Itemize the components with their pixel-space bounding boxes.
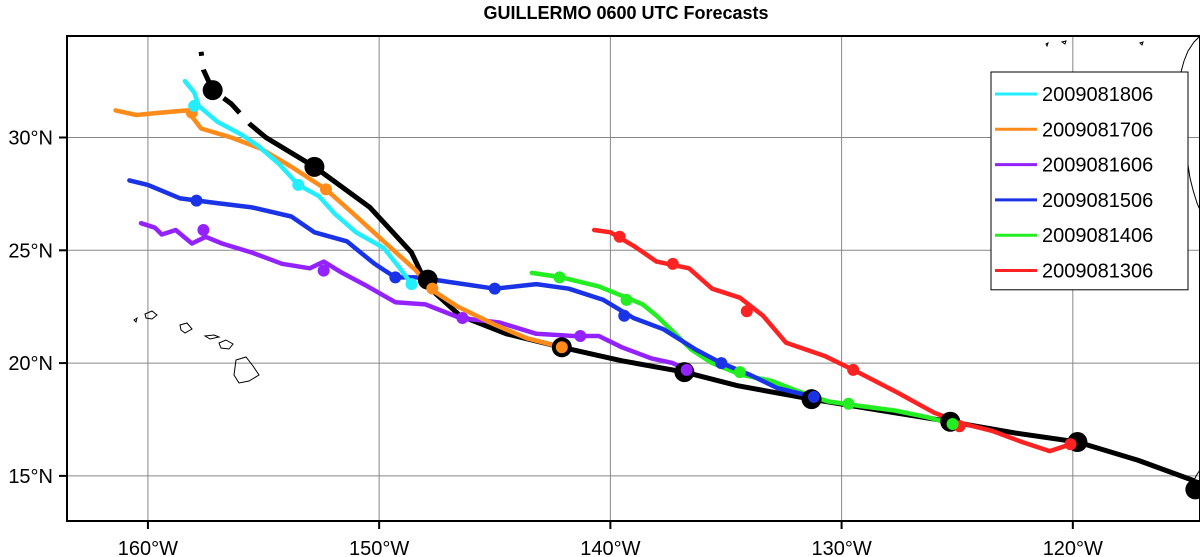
- x-tick-label: 130°W: [811, 538, 871, 557]
- observed-track-dashed: [198, 51, 268, 140]
- series-marker-2009081806: [292, 178, 305, 191]
- series-marker-2009081306: [740, 305, 753, 318]
- series-marker-2009081406: [842, 397, 855, 410]
- hawaii-island-molokai: [203, 334, 221, 340]
- x-axis: 160°W 150°W 140°W 130°W 120°W: [118, 521, 1103, 557]
- hawaii-island-oahu: [179, 322, 193, 334]
- legend-label-2009081706: 2009081706: [1042, 119, 1153, 141]
- x-tick-label: 150°W: [349, 538, 409, 557]
- series-marker-2009081806: [188, 99, 201, 112]
- series-line-2009081306: [591, 227, 1073, 454]
- observed-position-marker: [202, 80, 223, 101]
- legend: 2009081806 2009081706 2009081606 2009081506…: [990, 71, 1189, 291]
- series-marker-2009081706: [426, 282, 439, 295]
- series-marker-2009081506: [488, 282, 501, 295]
- hawaii-island-big: [233, 356, 260, 384]
- series-marker-2009081706: [319, 183, 332, 196]
- series-marker-2009081406: [946, 418, 959, 430]
- series-marker-2009081606: [574, 330, 587, 343]
- observed-position-marker: [304, 156, 325, 177]
- x-tick-label: 120°W: [1043, 538, 1103, 557]
- hawaii-island-maui: [218, 339, 234, 350]
- forecast-tracks: [113, 51, 1200, 500]
- legend-label-2009081306: 2009081306: [1042, 261, 1153, 283]
- y-tick-label: 15°N: [8, 466, 53, 488]
- series-marker-2009081606: [456, 311, 469, 324]
- x-tick-label: 160°W: [118, 538, 178, 557]
- y-tick-label: 25°N: [8, 240, 53, 262]
- series-marker-2009081406: [620, 293, 633, 306]
- series-line-2009081606: [138, 220, 689, 373]
- x-tick-label: 140°W: [580, 538, 640, 557]
- legend-label-2009081406: 2009081406: [1042, 225, 1153, 247]
- island-small-2: [1139, 41, 1144, 46]
- series-marker-2009081606: [680, 363, 693, 376]
- chart-title: GUILLERMO 0600 UTC Forecasts: [483, 3, 768, 23]
- series-marker-2009081306: [1064, 438, 1077, 451]
- legend-box: [990, 71, 1189, 291]
- plot-frame: [66, 35, 1200, 522]
- series-line-2009081506: [127, 178, 817, 400]
- y-axis: 15°N 20°N 25°N 30°N: [8, 128, 67, 488]
- series-line-2009081406: [529, 270, 955, 427]
- series-marker-2009081406: [553, 271, 566, 284]
- series-marker-2009081506: [389, 271, 402, 284]
- series-marker-2009081606: [317, 264, 330, 277]
- legend-label-2009081806: 2009081806: [1042, 84, 1153, 106]
- series-marker-2009081506: [715, 357, 728, 370]
- island-small-1: [1060, 40, 1067, 45]
- series-line-2009081706: [113, 108, 565, 350]
- series-marker-2009081806: [405, 278, 418, 291]
- series-marker-2009081306: [847, 363, 860, 376]
- series-marker-2009081306: [613, 230, 626, 243]
- series-line-2009081806: [182, 78, 414, 287]
- island-small-3: [1045, 42, 1049, 48]
- series-marker-2009081506: [807, 390, 820, 403]
- legend-label-2009081506: 2009081506: [1042, 190, 1153, 212]
- series-marker-2009081706: [555, 341, 568, 354]
- hawaii-island-kauai: [144, 310, 158, 320]
- y-tick-label: 20°N: [8, 353, 53, 375]
- series-marker-2009081506: [618, 309, 631, 322]
- observed-track-line: [263, 135, 1196, 483]
- y-tick-label: 30°N: [8, 128, 53, 150]
- series-marker-2009081406: [733, 366, 746, 379]
- series-marker-2009081306: [666, 257, 679, 270]
- hawaii-island-niihau: [133, 316, 138, 323]
- series-marker-2009081506: [190, 194, 203, 207]
- series-marker-2009081606: [197, 224, 210, 236]
- observed-position-marker: [1185, 479, 1200, 500]
- legend-label-2009081606: 2009081606: [1042, 155, 1153, 177]
